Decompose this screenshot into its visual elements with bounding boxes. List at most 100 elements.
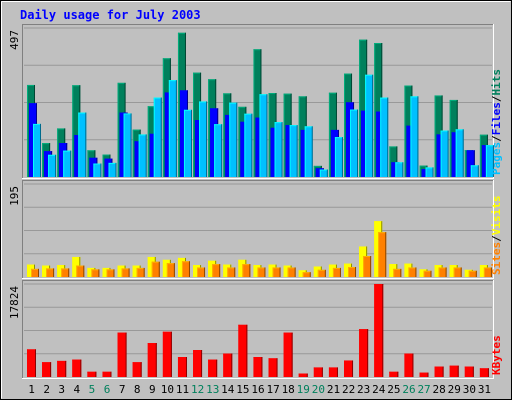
chart-title: Daily usage for July 2003	[20, 8, 201, 22]
x-tick-day-22: 22	[342, 383, 355, 396]
x-tick-day-5: 5	[89, 383, 96, 396]
bar-sites-day-31	[483, 267, 492, 277]
x-tick-day-23: 23	[357, 383, 370, 396]
bar-sites-day-12	[197, 267, 206, 277]
x-tick-day-18: 18	[282, 383, 295, 396]
x-tick-day-4: 4	[74, 383, 81, 396]
x-tick-day-8: 8	[134, 383, 141, 396]
bar-sites-day-18	[287, 267, 296, 277]
bar-pages-day-8	[138, 134, 147, 177]
bar-pages-day-11	[183, 109, 192, 177]
bar-kbytes-day-31	[479, 368, 489, 377]
bar-pages-day-19	[304, 126, 313, 177]
bar-pages-day-16	[259, 94, 268, 177]
bar-pages-day-7	[123, 113, 132, 177]
legend-label: Sites/Visits	[490, 196, 503, 276]
bar-sites-day-24	[378, 232, 387, 277]
legend-hits: Hits	[490, 69, 503, 96]
bar-sites-day-11	[181, 261, 190, 277]
bar-kbytes-day-25	[389, 371, 399, 377]
bar-kbytes-day-6	[102, 371, 112, 377]
x-tick-day-31: 31	[478, 383, 491, 396]
bar-kbytes-day-13	[208, 359, 218, 377]
bar-sites-day-2	[46, 268, 55, 277]
x-tick-day-28: 28	[433, 383, 446, 396]
bar-kbytes-day-22	[344, 360, 354, 377]
bar-sites-day-22	[348, 266, 357, 277]
bar-pages-day-29	[455, 129, 464, 177]
plot-panel-2	[22, 180, 494, 279]
bar-sites-day-8	[136, 267, 145, 277]
legend-sites: Sites	[490, 242, 503, 275]
bar-sites-day-3	[61, 268, 70, 277]
bar-kbytes-day-21	[328, 367, 338, 377]
bar-pages-day-14	[229, 102, 238, 177]
bar-sites-day-20	[317, 269, 326, 277]
legend-pages: Pages	[490, 142, 503, 175]
bar-pages-day-18	[289, 125, 298, 177]
bar-pages-day-24	[380, 97, 389, 177]
bar-kbytes-day-15	[238, 324, 248, 377]
bar-kbytes-day-28	[434, 366, 444, 377]
x-tick-day-1: 1	[28, 383, 35, 396]
bar-sites-day-30	[468, 270, 477, 277]
bar-kbytes-day-4	[72, 359, 82, 377]
bar-sites-day-28	[438, 267, 447, 277]
bar-pages-day-2	[48, 154, 57, 177]
x-tick-day-11: 11	[176, 383, 189, 396]
bar-pages-day-31	[485, 145, 494, 177]
bar-kbytes-day-7	[117, 332, 127, 377]
bar-sites-day-4	[76, 265, 85, 277]
legend-visits: Visits	[490, 196, 503, 236]
bar-pages-day-20	[319, 169, 328, 177]
bar-kbytes-day-24	[374, 284, 384, 377]
x-tick-day-21: 21	[327, 383, 340, 396]
bar-pages-day-17	[274, 122, 283, 177]
x-tick-day-24: 24	[372, 383, 386, 396]
bar-sites-day-17	[272, 267, 281, 277]
bar-pages-day-5	[93, 163, 102, 177]
bar-kbytes-day-30	[464, 366, 474, 377]
bar-sites-day-15	[242, 264, 251, 277]
bar-sites-day-10	[166, 263, 175, 277]
bar-sites-day-5	[91, 269, 100, 277]
x-tick-day-7: 7	[119, 383, 126, 396]
bar-kbytes-day-16	[253, 357, 263, 377]
x-tick-day-2: 2	[43, 383, 50, 396]
bar-sites-day-26	[408, 267, 417, 277]
bar-sites-day-13	[212, 264, 221, 277]
bar-pages-day-28	[440, 130, 449, 177]
bar-kbytes-day-8	[132, 362, 142, 377]
x-tick-day-15: 15	[236, 383, 249, 396]
bar-sites-day-14	[227, 267, 236, 277]
bar-pages-day-15	[244, 113, 253, 177]
x-tick-day-20: 20	[312, 383, 325, 396]
x-tick-day-30: 30	[463, 383, 476, 396]
bar-kbytes-day-11	[177, 357, 187, 377]
x-tick-day-27: 27	[417, 383, 430, 396]
bar-sites-day-21	[332, 267, 341, 277]
bar-kbytes-day-26	[404, 353, 414, 377]
bar-kbytes-day-20	[313, 367, 323, 377]
legend-kbytes: KBytes	[490, 335, 503, 375]
legend-label: KBytes	[490, 335, 503, 375]
bar-pages-day-3	[63, 150, 72, 177]
bar-kbytes-day-2	[42, 362, 52, 377]
x-tick-day-10: 10	[161, 383, 174, 396]
bar-sites-day-23	[363, 256, 372, 277]
legend-separator: /	[490, 235, 503, 242]
legend-label: Pages/Files/Hits	[490, 69, 503, 175]
x-tick-day-16: 16	[251, 383, 264, 396]
x-tick-day-3: 3	[58, 383, 65, 396]
bar-pages-day-26	[410, 96, 419, 177]
x-tick-day-6: 6	[104, 383, 111, 396]
x-tick-day-17: 17	[266, 383, 279, 396]
bar-pages-day-1	[33, 123, 41, 177]
bar-kbytes-day-14	[223, 353, 233, 377]
bar-sites-day-27	[423, 270, 432, 277]
bar-sites-day-16	[257, 267, 266, 277]
x-tick-day-29: 29	[448, 383, 461, 396]
bar-pages-day-4	[78, 112, 87, 177]
bar-kbytes-day-19	[298, 373, 308, 377]
